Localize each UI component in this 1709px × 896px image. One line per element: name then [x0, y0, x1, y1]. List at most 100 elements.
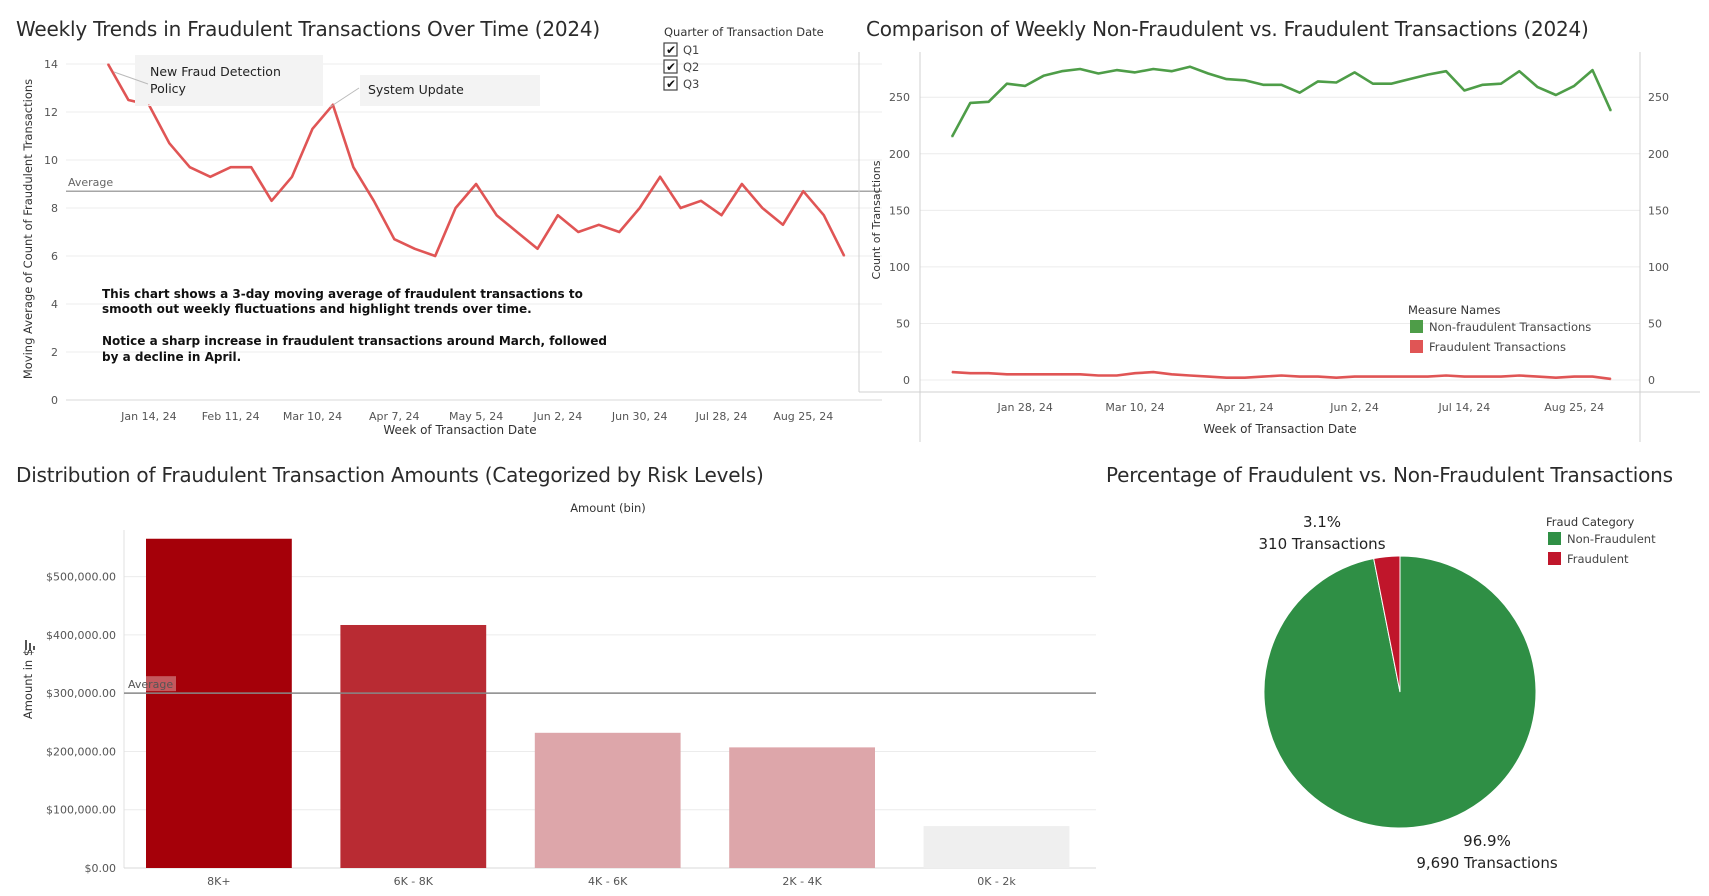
- checkbox-q1[interactable]: [663, 42, 678, 57]
- trend-point: [230, 166, 232, 168]
- fraudulent-point: [1408, 376, 1411, 378]
- distribution-y-tick-label: $400,000.00: [46, 629, 116, 642]
- trend-point: [475, 183, 477, 185]
- comparison-y-tick-label-right: 100: [1648, 261, 1669, 274]
- legend-label-fraudulent-category: Fraudulent: [1567, 552, 1629, 566]
- fraudulent-point: [1610, 378, 1612, 380]
- trend-point: [536, 248, 539, 250]
- trend-point: [148, 104, 150, 106]
- comparison-y-tick-label-right: 50: [1648, 317, 1662, 330]
- checkbox-q2[interactable]: [663, 59, 678, 74]
- fraudulent-point: [1591, 376, 1594, 378]
- comparison-chart-title: Comparison of Weekly Non-Fraudulent vs. …: [866, 17, 1589, 41]
- trend-y-tick-label: 14: [44, 58, 58, 71]
- comparison-x-tick-label: Jul 14, 24: [1438, 401, 1491, 414]
- non-fraudulent-point: [1262, 84, 1264, 86]
- non-fraudulent-point: [1573, 85, 1575, 87]
- non-fraudulent-point: [1152, 68, 1154, 70]
- trend-point: [189, 166, 191, 168]
- distribution-bars: [146, 538, 1070, 868]
- fraudulent-point: [1335, 377, 1337, 379]
- trend-x-tick-label: Apr 7, 24: [369, 410, 420, 423]
- distribution-bar: [340, 624, 487, 868]
- comparison-x-tick-label: Jan 28, 24: [996, 401, 1052, 414]
- trend-y-tick-label: 8: [51, 202, 58, 215]
- fraudulent-point: [1390, 376, 1392, 378]
- distribution-y-tick-label: $200,000.00: [46, 745, 116, 758]
- sort-icon[interactable]: [25, 640, 35, 650]
- trend-x-tick-label: Feb 11, 24: [202, 410, 260, 423]
- fraudulent-point: [1171, 373, 1173, 375]
- trend-point: [414, 248, 416, 250]
- trend-x-tick-label: Jun 2, 24: [533, 410, 583, 423]
- distribution-y-tick-label: $0.00: [85, 862, 117, 875]
- trend-point: [291, 176, 293, 178]
- trend-x-tick-label: Aug 25, 24: [773, 410, 833, 423]
- comparison-y-tick-label-right: 150: [1648, 204, 1669, 217]
- non-fraudulent-point: [1500, 83, 1502, 85]
- comparison-y-tick-label-left: 250: [889, 91, 910, 104]
- trend-point: [557, 214, 559, 216]
- non-fraudulent-point: [1171, 70, 1173, 72]
- fraudulent-point: [1280, 374, 1282, 377]
- trend-point: [271, 200, 273, 202]
- trend-point: [516, 231, 518, 233]
- trend-x-tick-label: Mar 10, 24: [283, 410, 342, 423]
- trend-x-tick-label: Jul 28, 24: [695, 410, 748, 423]
- checkbox-q3[interactable]: [663, 76, 678, 91]
- non-fraudulent-point: [1518, 70, 1520, 72]
- trend-point: [761, 207, 764, 209]
- trend-point: [127, 99, 130, 101]
- comparison-x-tick-label: Mar 10, 24: [1105, 401, 1164, 414]
- annotation-connector-system: [329, 87, 360, 108]
- non-fraudulent-point: [1116, 69, 1118, 71]
- comparison-gridlines: [919, 52, 1641, 442]
- check-mark-icon: ✔: [666, 60, 676, 74]
- fraudulent-point: [1427, 376, 1429, 378]
- comparison-legend: Measure Names Non-fraudulent Transaction…: [1408, 303, 1591, 354]
- quarter-filter-item-q1[interactable]: ✔ Q1: [663, 42, 699, 57]
- trend-chart: 0 2 4 6 8 10 12 14 Jan 14, 24 Feb 11, 24 Mar 10, …: [21, 25, 882, 437]
- fraudulent-point: [1299, 376, 1301, 378]
- distribution-bar: [146, 538, 292, 868]
- non-fraudulent-point: [1390, 83, 1392, 85]
- distribution-x-tick-label: 2K - 4K: [782, 875, 822, 888]
- fraudulent-point: [1463, 376, 1465, 378]
- trend-point: [639, 207, 641, 209]
- legend-swatch-non-fraudulent-category: [1548, 532, 1561, 545]
- fraudulent-point: [1024, 373, 1026, 375]
- non-fraudulent-point: [1244, 79, 1246, 81]
- quarter-filter-item-q3[interactable]: ✔ Q3: [663, 76, 699, 91]
- pie-legend-title: Fraud Category: [1546, 515, 1635, 529]
- non-fraudulent-point: [1463, 89, 1465, 92]
- non-fraudulent-point: [1354, 71, 1356, 73]
- fraudulent-point: [1244, 377, 1246, 379]
- quarter-filter-item-q2[interactable]: ✔ Q2: [663, 59, 699, 74]
- annotation-connector-policy: [113, 71, 149, 85]
- annotation-policy: New Fraud Detection Policy: [150, 64, 285, 96]
- trend-point: [823, 214, 825, 216]
- trend-y-ticks: 0 2 4 6 8 10 12 14: [44, 58, 58, 407]
- trend-point: [843, 255, 845, 257]
- trend-chart-title: Weekly Trends in Fraudulent Transactions…: [16, 17, 601, 41]
- comparison-x-ticks: Jan 28, 24 Mar 10, 24 Apr 21, 24 Jun 2, 24 J…: [996, 401, 1604, 414]
- distribution-bar: [534, 732, 681, 868]
- quarter-filter: Quarter of Transaction Date ✔ Q1 ✔ Q2 ✔ …: [663, 25, 824, 91]
- non-fraudulent-point: [1335, 81, 1337, 84]
- fraudulent-point: [1225, 377, 1228, 379]
- note-line-5: by a decline in April.: [102, 350, 241, 364]
- fraudulent-point: [1573, 376, 1575, 378]
- non-fraudulent-point: [1445, 70, 1447, 72]
- distribution-x-tick-label: 6K - 8K: [394, 875, 434, 888]
- distribution-average-label: Average: [128, 678, 173, 691]
- fraudulent-point: [1061, 373, 1063, 375]
- distribution-x-ticks: 8K+ 6K - 8K 4K - 6K 2K - 4K 0K - 2k: [207, 875, 1016, 888]
- non-fraudulent-point: [1042, 75, 1045, 77]
- trend-point: [618, 231, 620, 233]
- trend-y-tick-label: 2: [51, 346, 58, 359]
- non-fraudulent-point: [1134, 71, 1136, 73]
- trend-x-axis-label: Week of Transaction Date: [383, 423, 536, 437]
- trend-points: [107, 63, 845, 257]
- trend-y-tick-label: 0: [51, 394, 58, 407]
